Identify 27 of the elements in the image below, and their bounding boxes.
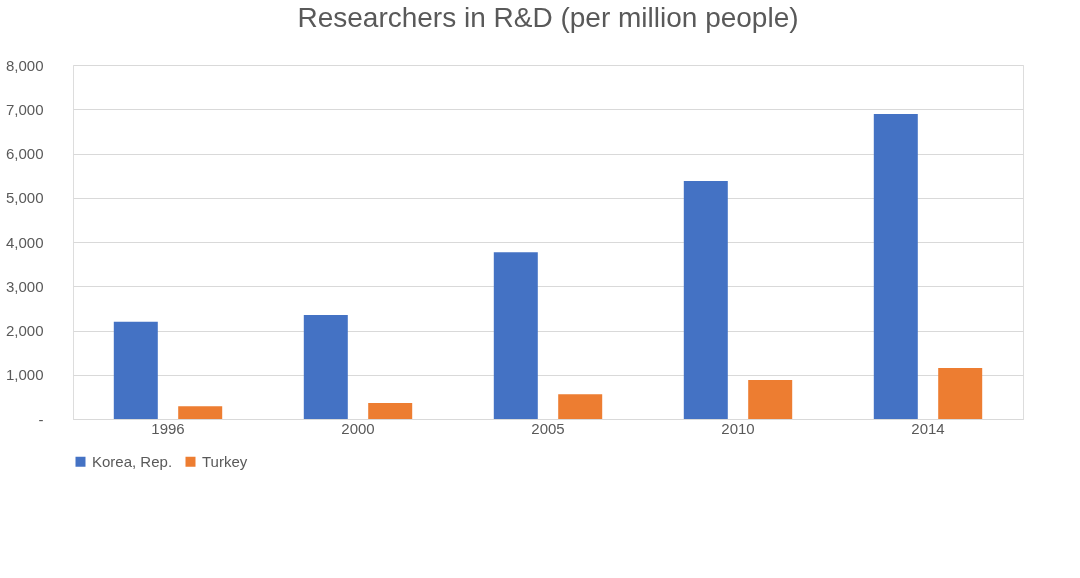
y-tick-label: - — [38, 410, 44, 428]
bar — [938, 368, 983, 419]
bar — [493, 252, 538, 419]
x-tick-label: 2005 — [531, 419, 565, 437]
bar — [303, 315, 348, 419]
bar — [748, 380, 793, 419]
bar — [683, 180, 728, 419]
y-tick-label: 5,000 — [5, 189, 44, 207]
y-tick-label: 7,000 — [5, 100, 44, 118]
y-tick-label: 2,000 — [5, 322, 44, 339]
x-tick-label: 2000 — [341, 419, 375, 437]
legend-label: Korea, Rep. — [92, 452, 173, 470]
x-tick-label: 2014 — [911, 419, 945, 437]
y-tick-label: 8,000 — [5, 56, 44, 74]
y-tick-label: 1,000 — [5, 366, 44, 384]
x-tick-label: 2010 — [721, 419, 755, 437]
x-tick-label: 1996 — [151, 419, 185, 437]
bar — [558, 394, 603, 419]
bar — [873, 114, 918, 419]
y-tick-label: 3,000 — [5, 277, 44, 295]
legend-label: Turkey — [202, 452, 248, 470]
bar — [178, 406, 223, 419]
bar — [368, 403, 413, 419]
y-tick-label: 4,000 — [5, 233, 44, 251]
y-tick-label: 6,000 — [5, 145, 44, 162]
bar — [113, 321, 158, 419]
chart-title: Researchers in R&D (per million people) — [297, 2, 799, 33]
